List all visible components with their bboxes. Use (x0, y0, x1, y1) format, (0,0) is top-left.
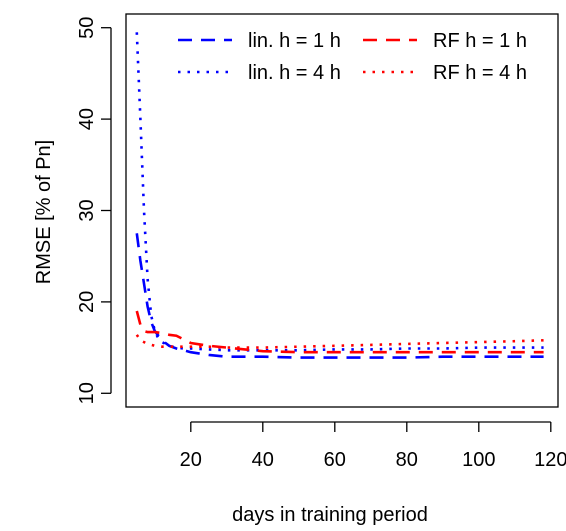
x-tick-label: 80 (396, 449, 418, 471)
x-axis: 20 40 60 80 100 120 (180, 421, 566, 471)
y-tick-label: 20 (76, 291, 98, 313)
legend-label-lin-h-4-h: lin. h = 4 h (248, 62, 341, 84)
series-line-rf-h-4-h (135, 334, 544, 349)
y-tick-label: 40 (76, 108, 98, 130)
series-line-lin-h-4-h (135, 32, 544, 352)
plot-box (125, 13, 559, 408)
legend-label-lin-h-1-h: lin. h = 1 h (248, 30, 341, 52)
y-tick-label: 10 (76, 382, 98, 404)
series-line-lin-h-1-h (135, 233, 544, 359)
x-tick-label: 60 (324, 449, 346, 471)
x-tick-label: 20 (180, 449, 202, 471)
y-axis: 10 20 30 40 50 (76, 17, 112, 404)
y-axis-title: RMSE [% of Pn] (33, 140, 55, 285)
x-axis-title: days in training period (232, 504, 428, 526)
y-tick-label: 50 (76, 17, 98, 39)
x-tick-label: 120 (534, 449, 566, 471)
series-line-rf-h-1-h (135, 310, 544, 354)
legend-label-rf-h-1-h: RF h = 1 h (433, 30, 527, 52)
x-tick-label: 40 (252, 449, 274, 471)
y-tick-label: 30 (76, 199, 98, 221)
plot-lines (135, 32, 544, 359)
legend: lin. h = 1 h lin. h = 4 h RF h = 1 h RF h =… (178, 30, 527, 84)
legend-label-rf-h-4-h: RF h = 4 h (433, 62, 527, 84)
x-tick-label: 100 (462, 449, 495, 471)
